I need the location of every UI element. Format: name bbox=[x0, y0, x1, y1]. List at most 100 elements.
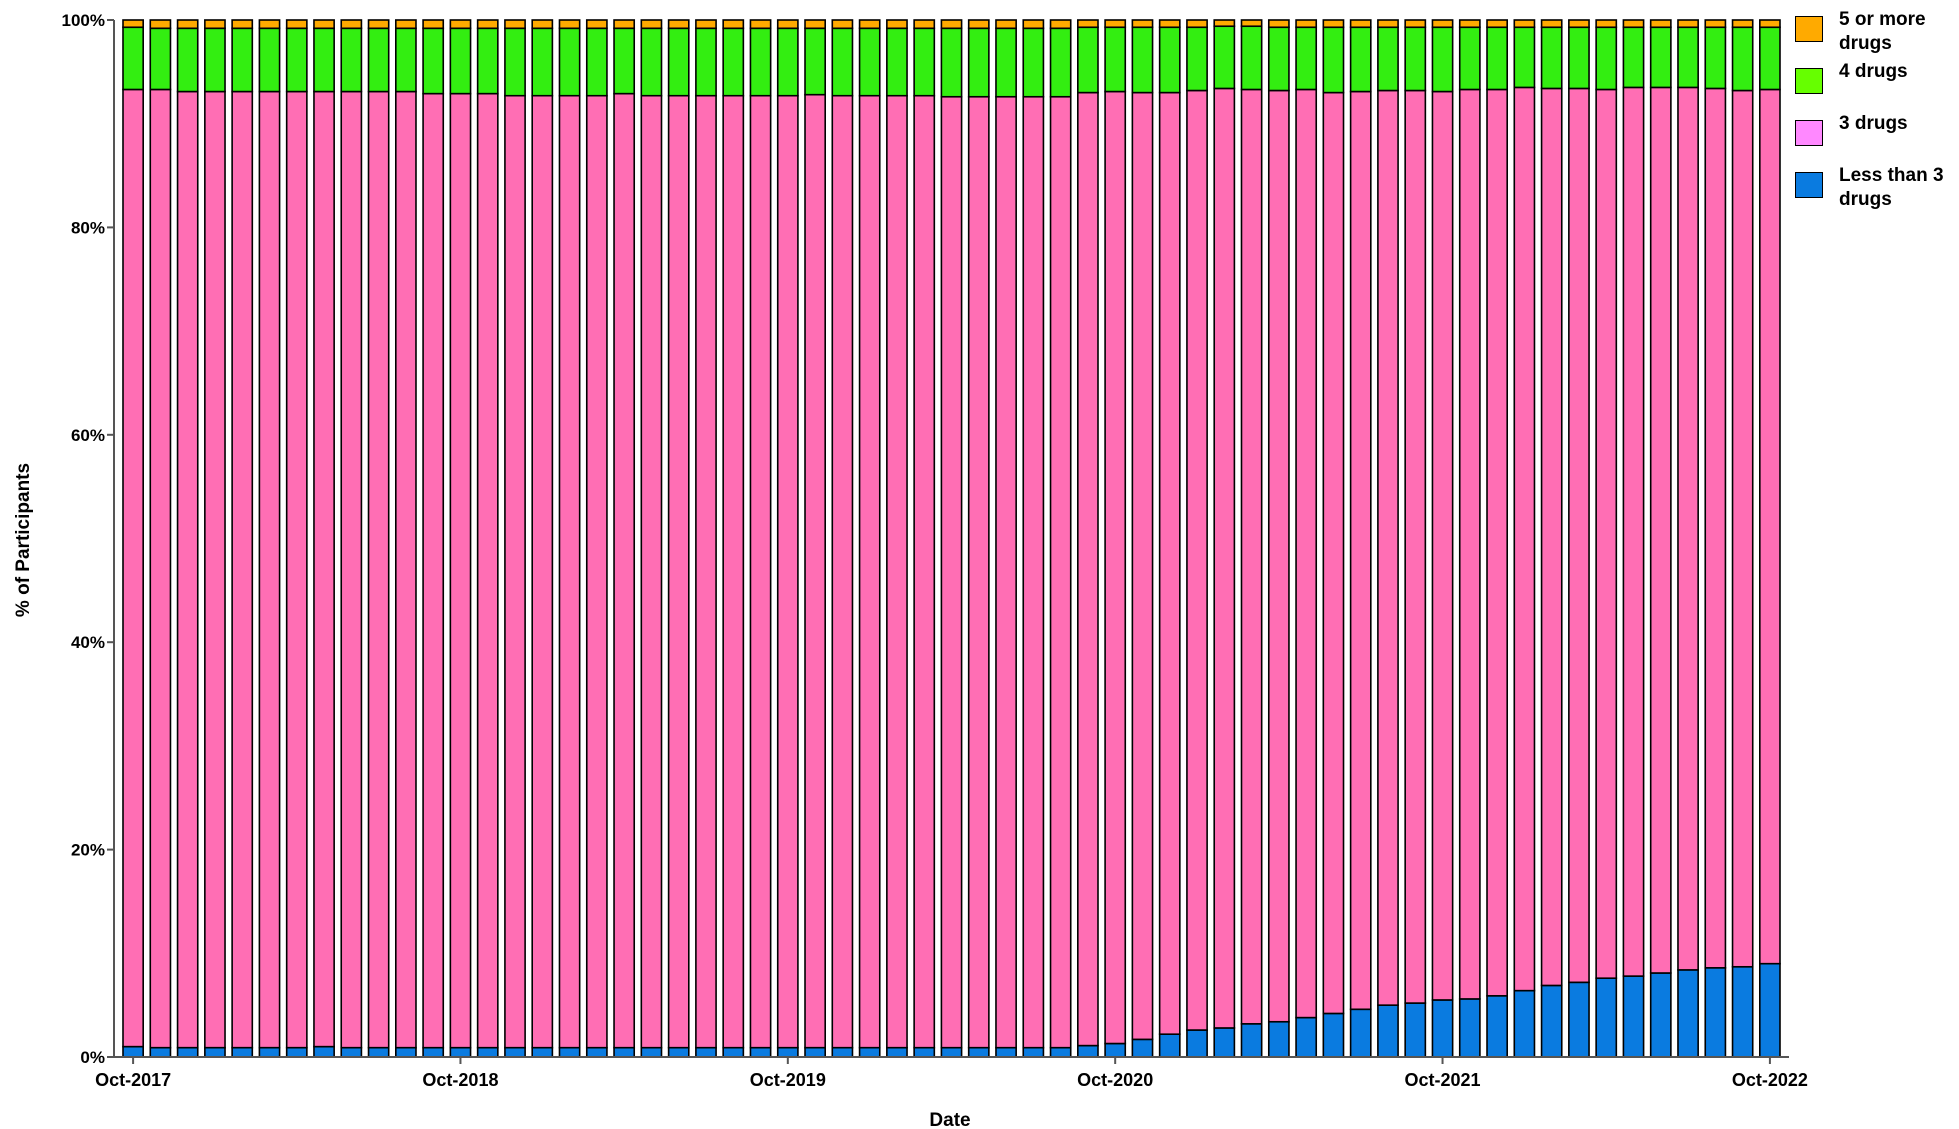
bar-segment-4-drugs bbox=[913, 27, 936, 97]
bar-segment-less-than-3-drugs bbox=[1131, 1038, 1154, 1058]
x-tick-label: Oct-2019 bbox=[750, 1070, 826, 1090]
x-tick-label: Oct-2021 bbox=[1405, 1070, 1481, 1090]
bar-segment-3-drugs bbox=[476, 92, 499, 1049]
bar-segment-3-drugs bbox=[231, 90, 254, 1049]
bar-segment-3-drugs bbox=[967, 95, 990, 1049]
bar-segment-3-drugs bbox=[858, 94, 881, 1049]
bar-segment-less-than-3-drugs bbox=[258, 1046, 281, 1058]
bar-segment-5-or-more-drugs bbox=[831, 19, 854, 30]
bar-segment-5-or-more-drugs bbox=[722, 19, 745, 30]
bar-segment-5-or-more-drugs bbox=[995, 19, 1017, 30]
y-axis-title: % of Participants bbox=[13, 463, 34, 617]
bar-segment-4-drugs bbox=[613, 27, 636, 95]
bar-segment-5-or-more-drugs bbox=[1022, 19, 1045, 30]
bar-segment-5-or-more-drugs bbox=[776, 19, 799, 30]
bar-segment-5-or-more-drugs bbox=[449, 19, 472, 30]
bar-segment-4-drugs bbox=[258, 27, 281, 93]
bar-segment-5-or-more-drugs bbox=[558, 19, 581, 30]
bar-segment-4-drugs bbox=[1267, 26, 1290, 92]
bar-segment-3-drugs bbox=[1049, 95, 1072, 1049]
bar-segment-less-than-3-drugs bbox=[804, 1046, 827, 1058]
bar-segment-3-drugs bbox=[1267, 89, 1290, 1023]
bar-segment-5-or-more-drugs bbox=[285, 19, 308, 30]
bar-segment-5-or-more-drugs bbox=[1458, 19, 1481, 29]
bar-segment-4-drugs bbox=[149, 27, 172, 91]
bar-segment-4-drugs bbox=[285, 27, 308, 93]
bar-segment-4-drugs bbox=[340, 27, 363, 93]
bar-segment-4-drugs bbox=[122, 26, 144, 91]
bar-segment-less-than-3-drugs bbox=[940, 1046, 963, 1058]
bar-segment-4-drugs bbox=[1486, 26, 1509, 91]
bar-segment-less-than-3-drugs bbox=[722, 1046, 745, 1058]
bar-segment-3-drugs bbox=[1431, 90, 1454, 1001]
legend-item-5-or-more-drugs: 5 or more drugs bbox=[1795, 8, 1955, 54]
bar-segment-less-than-3-drugs bbox=[667, 1046, 690, 1058]
bar-segment-less-than-3-drugs bbox=[176, 1046, 199, 1058]
bar-segment-4-drugs bbox=[749, 27, 772, 97]
bar-segment-5-or-more-drugs bbox=[667, 19, 690, 30]
bar-segment-5-or-more-drugs bbox=[1077, 19, 1099, 29]
bar-segment-4-drugs bbox=[1731, 26, 1754, 92]
bar-segment-4-drugs bbox=[558, 27, 581, 97]
bar-segment-4-drugs bbox=[1186, 26, 1208, 92]
bar-segment-4-drugs bbox=[695, 27, 717, 97]
bar-segment-3-drugs bbox=[1131, 91, 1154, 1041]
bar-segment-3-drugs bbox=[1759, 88, 1781, 965]
bar-segment-5-or-more-drugs bbox=[1486, 19, 1509, 29]
bar-segment-3-drugs bbox=[176, 90, 199, 1049]
bar-segment-5-or-more-drugs bbox=[804, 19, 827, 30]
legend-swatch-4-drugs bbox=[1795, 68, 1823, 94]
bar-segment-less-than-3-drugs bbox=[1540, 984, 1563, 1058]
bar-segment-5-or-more-drugs bbox=[913, 19, 936, 30]
bar-segment-5-or-more-drugs bbox=[1622, 19, 1645, 29]
bar-segment-3-drugs bbox=[1649, 86, 1672, 974]
bar-segment-5-or-more-drugs bbox=[1649, 19, 1672, 29]
bar-segment-less-than-3-drugs bbox=[1622, 975, 1645, 1058]
bar-segment-3-drugs bbox=[1295, 88, 1318, 1019]
bar-segment-5-or-more-drugs bbox=[204, 19, 226, 30]
bar-segment-5-or-more-drugs bbox=[1704, 19, 1727, 29]
legend-label-5-or-more-drugs: 5 or more drugs bbox=[1839, 9, 1926, 54]
bar-segment-5-or-more-drugs bbox=[1240, 19, 1263, 28]
bar-segment-5-or-more-drugs bbox=[122, 19, 144, 29]
bar-segment-less-than-3-drugs bbox=[1049, 1046, 1072, 1058]
bar-segment-4-drugs bbox=[1131, 26, 1154, 94]
bar-segment-less-than-3-drugs bbox=[1404, 1002, 1427, 1058]
bar-segment-4-drugs bbox=[967, 27, 990, 98]
bar-segment-less-than-3-drugs bbox=[1322, 1012, 1345, 1058]
bar-segment-4-drugs bbox=[831, 27, 854, 97]
bar-segment-less-than-3-drugs bbox=[1458, 998, 1481, 1058]
bar-segment-5-or-more-drugs bbox=[1759, 19, 1781, 29]
bar-segment-less-than-3-drugs bbox=[285, 1046, 308, 1058]
bar-segment-3-drugs bbox=[1731, 89, 1754, 968]
bar-segment-5-or-more-drugs bbox=[967, 19, 990, 30]
bar-segment-less-than-3-drugs bbox=[558, 1046, 581, 1058]
bar-segment-less-than-3-drugs bbox=[1349, 1008, 1372, 1058]
bar-segment-4-drugs bbox=[231, 27, 254, 93]
bar-segment-4-drugs bbox=[449, 27, 472, 95]
bar-segment-5-or-more-drugs bbox=[749, 19, 772, 30]
bar-segment-4-drugs bbox=[776, 27, 799, 97]
bar-segment-3-drugs bbox=[1322, 91, 1345, 1015]
y-tick-label: 20% bbox=[71, 841, 105, 860]
bar-segment-less-than-3-drugs bbox=[1731, 965, 1754, 1058]
bar-segment-5-or-more-drugs bbox=[504, 19, 526, 30]
x-tick-label: Oct-2022 bbox=[1732, 1070, 1808, 1090]
bar-segment-3-drugs bbox=[149, 88, 172, 1049]
bar-segment-4-drugs bbox=[1540, 26, 1563, 90]
bar-segment-4-drugs bbox=[1322, 26, 1345, 94]
bar-segment-3-drugs bbox=[940, 95, 963, 1049]
bar-segment-3-drugs bbox=[367, 90, 390, 1049]
bar-segment-4-drugs bbox=[176, 27, 199, 93]
bar-segment-less-than-3-drugs bbox=[204, 1046, 226, 1058]
bar-segment-less-than-3-drugs bbox=[1022, 1046, 1045, 1058]
bar-segment-5-or-more-drugs bbox=[940, 19, 963, 30]
bar-segment-5-or-more-drugs bbox=[149, 19, 172, 30]
bar-segment-less-than-3-drugs bbox=[313, 1045, 335, 1058]
bar-segment-4-drugs bbox=[804, 27, 827, 96]
bar-segment-5-or-more-drugs bbox=[1158, 19, 1181, 29]
bar-segment-less-than-3-drugs bbox=[476, 1046, 499, 1058]
bar-segment-4-drugs bbox=[504, 27, 526, 97]
bar-segment-3-drugs bbox=[1486, 88, 1509, 997]
